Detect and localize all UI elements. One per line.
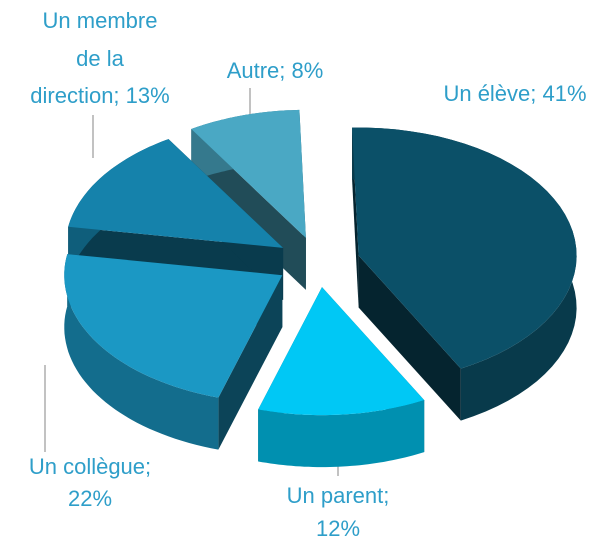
slice-wall <box>258 400 425 468</box>
slice-wall <box>64 254 219 450</box>
data-label: direction; 13% <box>30 83 169 108</box>
slice <box>352 127 577 421</box>
slice-top <box>68 139 284 248</box>
data-label: 22% <box>68 486 112 511</box>
slice <box>64 254 283 450</box>
slice <box>258 287 425 468</box>
slice-top <box>191 109 306 238</box>
slice-side <box>358 255 461 421</box>
slice-top <box>258 287 425 416</box>
data-label: Un élève; 41% <box>443 81 586 106</box>
data-label: 12% <box>316 516 360 541</box>
data-label: Un collègue; <box>29 454 151 479</box>
slice-top <box>352 127 577 369</box>
data-label: de la <box>76 46 124 71</box>
data-label: Un parent; <box>287 483 390 508</box>
data-label: Un membre <box>43 8 158 33</box>
slice-top <box>64 254 283 398</box>
data-label: Autre; 8% <box>227 58 324 83</box>
